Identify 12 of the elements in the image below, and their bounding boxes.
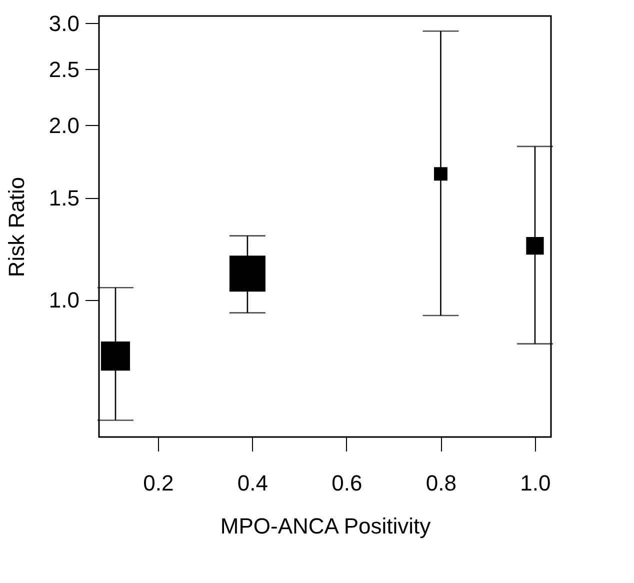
y-tick-label: 2.5 [48, 56, 80, 82]
y-tick-label: 3.0 [48, 10, 80, 36]
x-tick-label: 0.2 [143, 470, 174, 496]
x-tick-label: 1.0 [520, 470, 551, 496]
x-tick-label: 0.4 [237, 470, 268, 496]
x-tick-label: 0.6 [332, 470, 362, 496]
x-tick-label: 0.8 [426, 470, 457, 496]
y-axis-title: Risk Ratio [4, 176, 29, 278]
y-tick-label: 2.0 [48, 112, 80, 138]
x-axis-title: MPO-ANCA Positivity [220, 514, 431, 538]
y-tick-label: 1.0 [48, 287, 80, 312]
y-tick-label: 1.5 [48, 185, 80, 210]
